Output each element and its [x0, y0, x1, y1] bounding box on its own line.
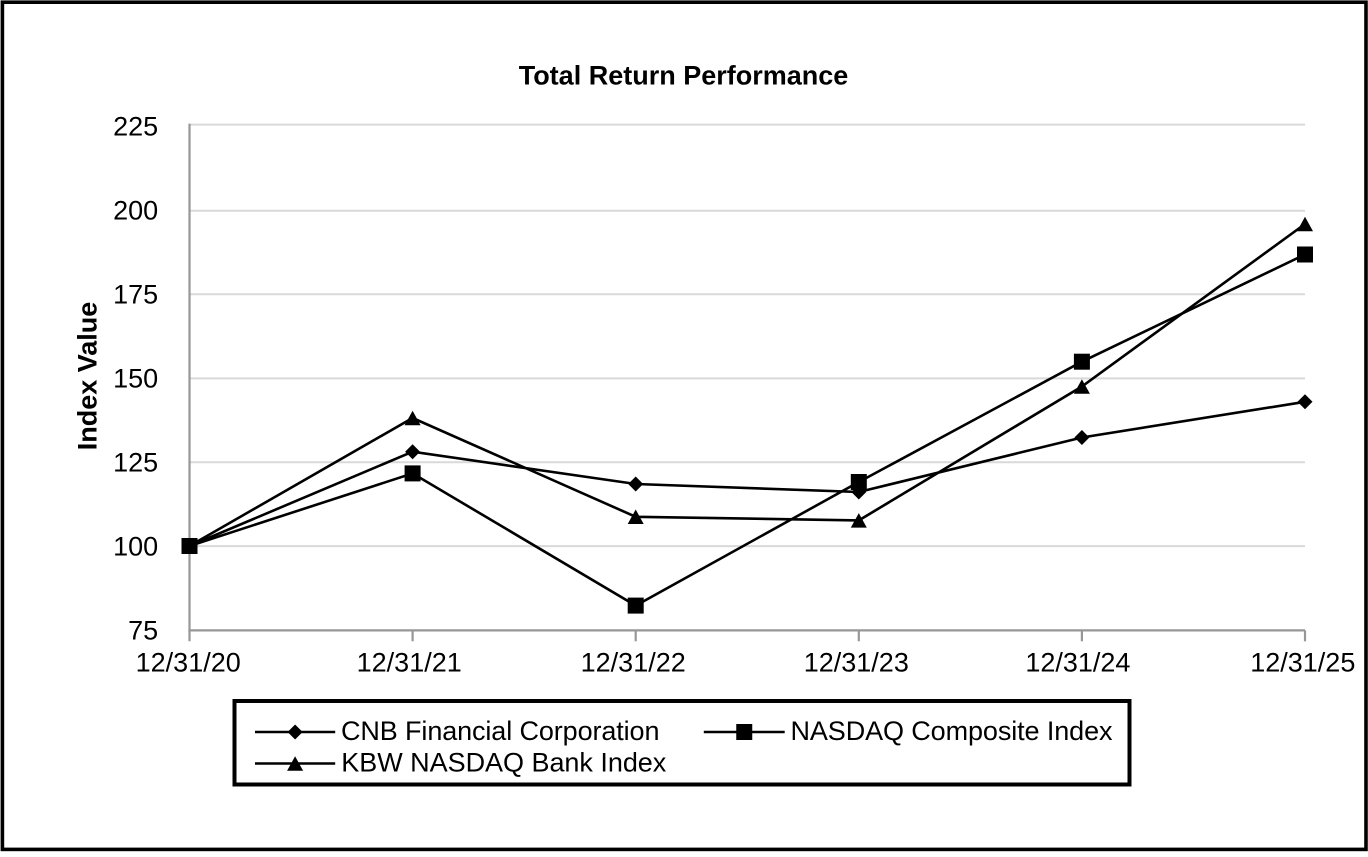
- svg-text:175: 175: [113, 280, 158, 310]
- svg-text:KBW NASDAQ Bank Index: KBW NASDAQ Bank Index: [341, 748, 667, 778]
- svg-text:150: 150: [113, 364, 158, 394]
- svg-text:125: 125: [113, 448, 158, 478]
- svg-text:225: 225: [113, 112, 158, 142]
- svg-text:Total Return Performance: Total Return Performance: [519, 60, 849, 90]
- svg-text:12/31/20: 12/31/20: [136, 648, 241, 678]
- svg-text:12/31/22: 12/31/22: [581, 648, 686, 678]
- svg-text:12/31/23: 12/31/23: [804, 648, 909, 678]
- svg-text:12/31/25: 12/31/25: [1250, 648, 1355, 678]
- svg-text:NASDAQ Composite Index: NASDAQ Composite Index: [791, 716, 1114, 746]
- svg-text:12/31/24: 12/31/24: [1025, 648, 1130, 678]
- svg-text:100: 100: [113, 532, 158, 562]
- svg-text:CNB Financial Corporation: CNB Financial Corporation: [341, 716, 660, 746]
- svg-text:200: 200: [113, 196, 158, 226]
- svg-text:Index Value: Index Value: [73, 302, 103, 451]
- svg-text:75: 75: [128, 616, 158, 646]
- svg-text:12/31/21: 12/31/21: [357, 648, 462, 678]
